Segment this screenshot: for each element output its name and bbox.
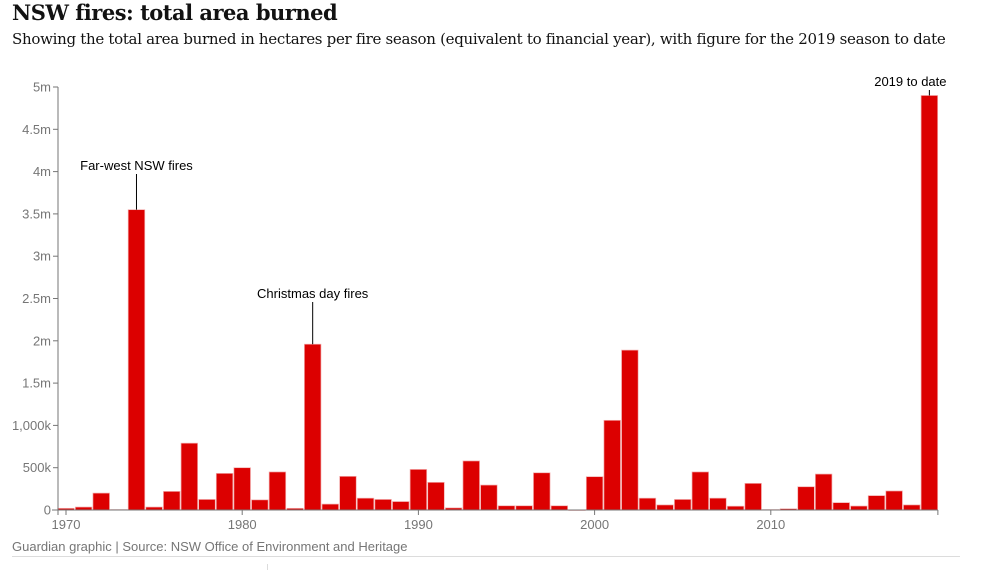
bar-2014 [832, 502, 850, 511]
bar-2009 [744, 483, 762, 511]
bar-1979 [215, 473, 234, 511]
bar-2004 [656, 504, 674, 511]
bar-2019 [920, 95, 939, 511]
bar-1976 [163, 491, 181, 511]
y-tick-label: 2m [33, 333, 51, 348]
bar-1974 [127, 209, 146, 511]
chart-title: NSW fires: total area burned [12, 0, 338, 25]
bar-2013 [815, 473, 833, 511]
bar-1972 [92, 492, 110, 511]
chart-subtitle: Showing the total area burned in hectare… [12, 30, 946, 48]
x-tick-label: 1970 [52, 517, 81, 532]
bar-2007 [709, 497, 727, 511]
x-tick-label: 1990 [404, 517, 433, 532]
bar-1991 [427, 481, 445, 511]
bar-1984 [304, 343, 322, 511]
y-tick-label: 5m [33, 80, 51, 95]
divider-tick [267, 564, 268, 570]
bar-1988 [374, 499, 392, 511]
bar-1997 [533, 472, 551, 511]
bar-1995 [497, 505, 516, 511]
bar-2018 [903, 504, 921, 511]
bar-1978 [198, 499, 216, 511]
bar-2016 [867, 495, 886, 511]
source-footer: Guardian graphic | Source: NSW Office of… [12, 539, 408, 554]
bar-1985 [321, 503, 339, 511]
bar-1977 [180, 442, 198, 511]
y-tick-label: 3m [33, 249, 51, 264]
bar-2002 [621, 349, 639, 511]
y-tick-label: 4m [33, 164, 51, 179]
bar-1982 [268, 471, 287, 511]
bar-2000 [585, 476, 604, 511]
bar-1994 [480, 484, 498, 511]
bar-1993 [462, 460, 480, 511]
bar-2003 [638, 497, 657, 511]
bar-2006 [691, 471, 709, 511]
bar-1980 [233, 467, 251, 511]
annotation-label: Far-west NSW fires [80, 158, 193, 173]
y-tick-label: 1,000k [12, 418, 52, 433]
x-tick-label: 1980 [228, 517, 257, 532]
footer-divider [12, 556, 960, 557]
annotation-label: 2019 to date [874, 74, 946, 89]
bar-1996 [515, 505, 533, 511]
bar-2001 [603, 419, 621, 511]
y-tick-label: 500k [23, 460, 52, 475]
bar-1990 [409, 469, 428, 511]
bar-2015 [850, 505, 868, 511]
bar-1987 [356, 497, 375, 511]
y-tick-label: 0 [44, 503, 51, 518]
annotation-label: Christmas day fires [257, 286, 369, 301]
y-tick-label: 4.5m [22, 122, 51, 137]
y-tick-label: 2.5m [22, 291, 51, 306]
bar-1981 [251, 499, 269, 511]
bar-2017 [885, 490, 903, 511]
bar-2008 [726, 505, 745, 511]
bar-2005 [674, 499, 692, 511]
bar-2012 [797, 486, 815, 511]
bar-1998 [550, 505, 569, 511]
y-tick-label: 3.5m [22, 206, 51, 221]
x-tick-label: 2010 [756, 517, 785, 532]
x-tick-label: 2000 [580, 517, 609, 532]
bar-1989 [392, 501, 410, 511]
bar-1986 [339, 475, 357, 511]
y-tick-label: 1.5m [22, 376, 51, 391]
